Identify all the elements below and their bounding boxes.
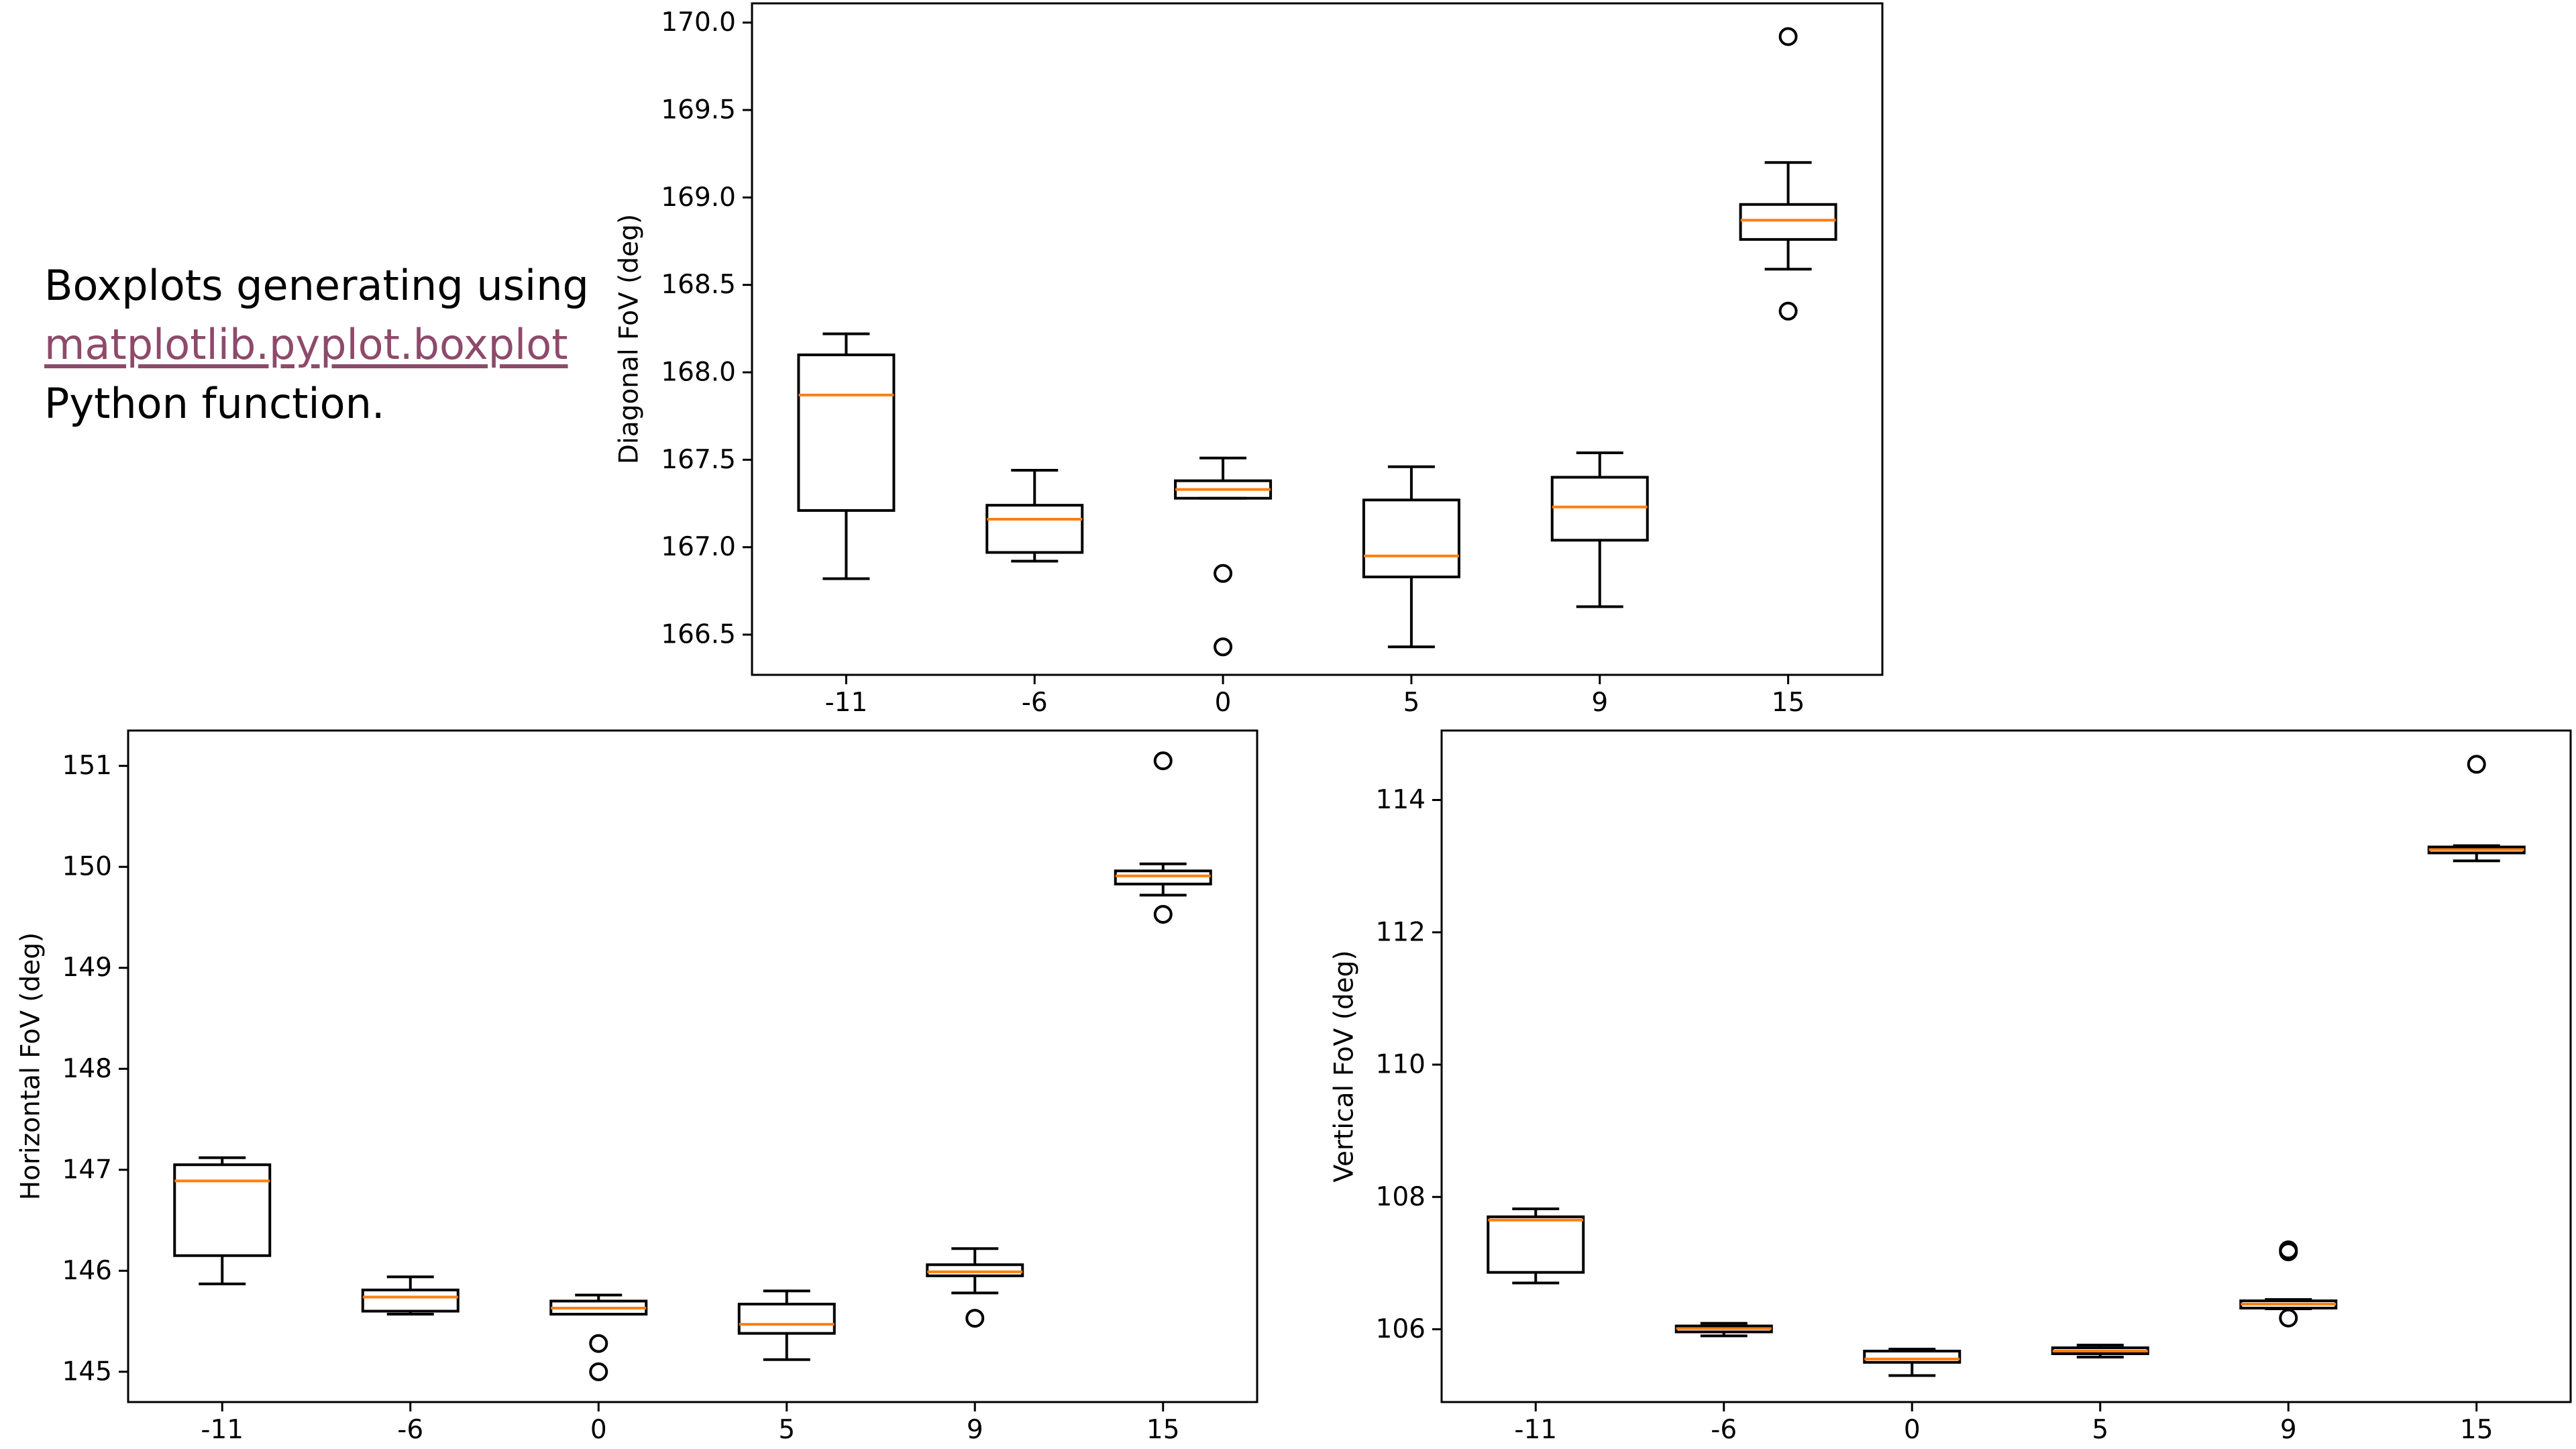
y-tick-label: 112: [1376, 917, 1426, 947]
box-iqr: [1863, 1350, 1962, 1364]
y-tick-label: 108: [1376, 1182, 1426, 1212]
x-tick-label: -11: [1514, 1415, 1557, 1445]
y-tick-label: 148: [62, 1054, 112, 1084]
y-tick-label: 169.0: [661, 182, 736, 213]
y-tick-label: 146: [62, 1256, 112, 1286]
x-tick-label: 9: [967, 1415, 983, 1445]
y-tick-label: 147: [62, 1155, 112, 1185]
box-iqr: [1487, 1215, 1585, 1274]
y-tick-label: 150: [62, 852, 112, 882]
outlier-point: [2467, 755, 2486, 774]
box-iqr: [173, 1163, 272, 1257]
caption-line-3: Python function.: [44, 379, 385, 428]
x-tick-label: 5: [778, 1415, 795, 1445]
outlier-point: [589, 1362, 608, 1381]
y-tick-label: 168.0: [661, 358, 736, 388]
x-tick-label: 9: [2280, 1415, 2297, 1445]
x-tick-label: -11: [201, 1415, 244, 1445]
y-tick-label: 168.5: [661, 270, 736, 300]
outlier-point: [1778, 27, 1798, 46]
boxplot-doc-link[interactable]: matplotlib.pyplot.boxplot: [44, 320, 568, 369]
caption: Boxplots generating using matplotlib.pyp…: [44, 256, 589, 433]
plot-frame: [751, 2, 1884, 676]
x-tick-label: 15: [2460, 1415, 2493, 1445]
x-tick-label: -11: [825, 688, 868, 718]
y-tick-label: 167.0: [661, 532, 736, 562]
y-axis-label: Diagonal FoV (deg): [614, 214, 645, 464]
x-tick-label: 0: [1215, 688, 1232, 718]
outlier-point: [589, 1334, 608, 1353]
box-iqr: [361, 1288, 460, 1313]
x-tick-label: 5: [1403, 688, 1420, 718]
y-axis-label: Vertical FoV (deg): [1330, 950, 1360, 1182]
outlier-point: [2279, 1240, 2298, 1260]
y-axis-label: Horizontal FoV (deg): [16, 932, 46, 1200]
box-iqr: [1362, 498, 1460, 579]
caption-line-1: Boxplots generating using: [44, 261, 589, 310]
y-tick-label: 110: [1376, 1050, 1426, 1080]
x-tick-label: 9: [1591, 688, 1608, 718]
y-tick-label: 114: [1376, 785, 1426, 815]
y-tick-label: 145: [62, 1356, 112, 1387]
outlier-point: [1214, 564, 1233, 583]
x-tick-label: 15: [1146, 1415, 1180, 1445]
x-tick-label: -6: [1022, 688, 1048, 718]
box-iqr: [985, 504, 1084, 554]
x-tick-label: 0: [590, 1415, 607, 1445]
y-tick-label: 170.0: [661, 7, 736, 38]
outlier-point: [1214, 637, 1233, 657]
outlier-point: [1778, 301, 1798, 321]
x-tick-label: 5: [2092, 1415, 2108, 1445]
outlier-point: [1153, 904, 1173, 924]
outlier-point: [965, 1309, 985, 1328]
x-tick-label: -6: [1711, 1415, 1737, 1445]
y-tick-label: 151: [62, 751, 112, 781]
x-tick-label: 0: [1904, 1415, 1921, 1445]
box-iqr: [1550, 476, 1649, 542]
y-tick-label: 166.5: [661, 620, 736, 650]
outlier-point: [2279, 1308, 2298, 1328]
outlier-point: [1153, 751, 1173, 771]
plot-frame: [1440, 729, 2572, 1403]
box-iqr: [737, 1302, 836, 1335]
x-tick-label: -6: [397, 1415, 423, 1445]
y-tick-label: 167.5: [661, 445, 736, 475]
y-tick-label: 149: [62, 953, 112, 983]
y-tick-label: 169.5: [661, 95, 736, 125]
plot-frame: [127, 729, 1258, 1403]
box-iqr: [1114, 869, 1212, 885]
box-iqr: [1739, 203, 1837, 241]
box-iqr: [926, 1263, 1024, 1277]
box-iqr: [797, 353, 896, 512]
x-tick-label: 15: [1772, 688, 1805, 718]
y-tick-label: 106: [1376, 1314, 1426, 1344]
